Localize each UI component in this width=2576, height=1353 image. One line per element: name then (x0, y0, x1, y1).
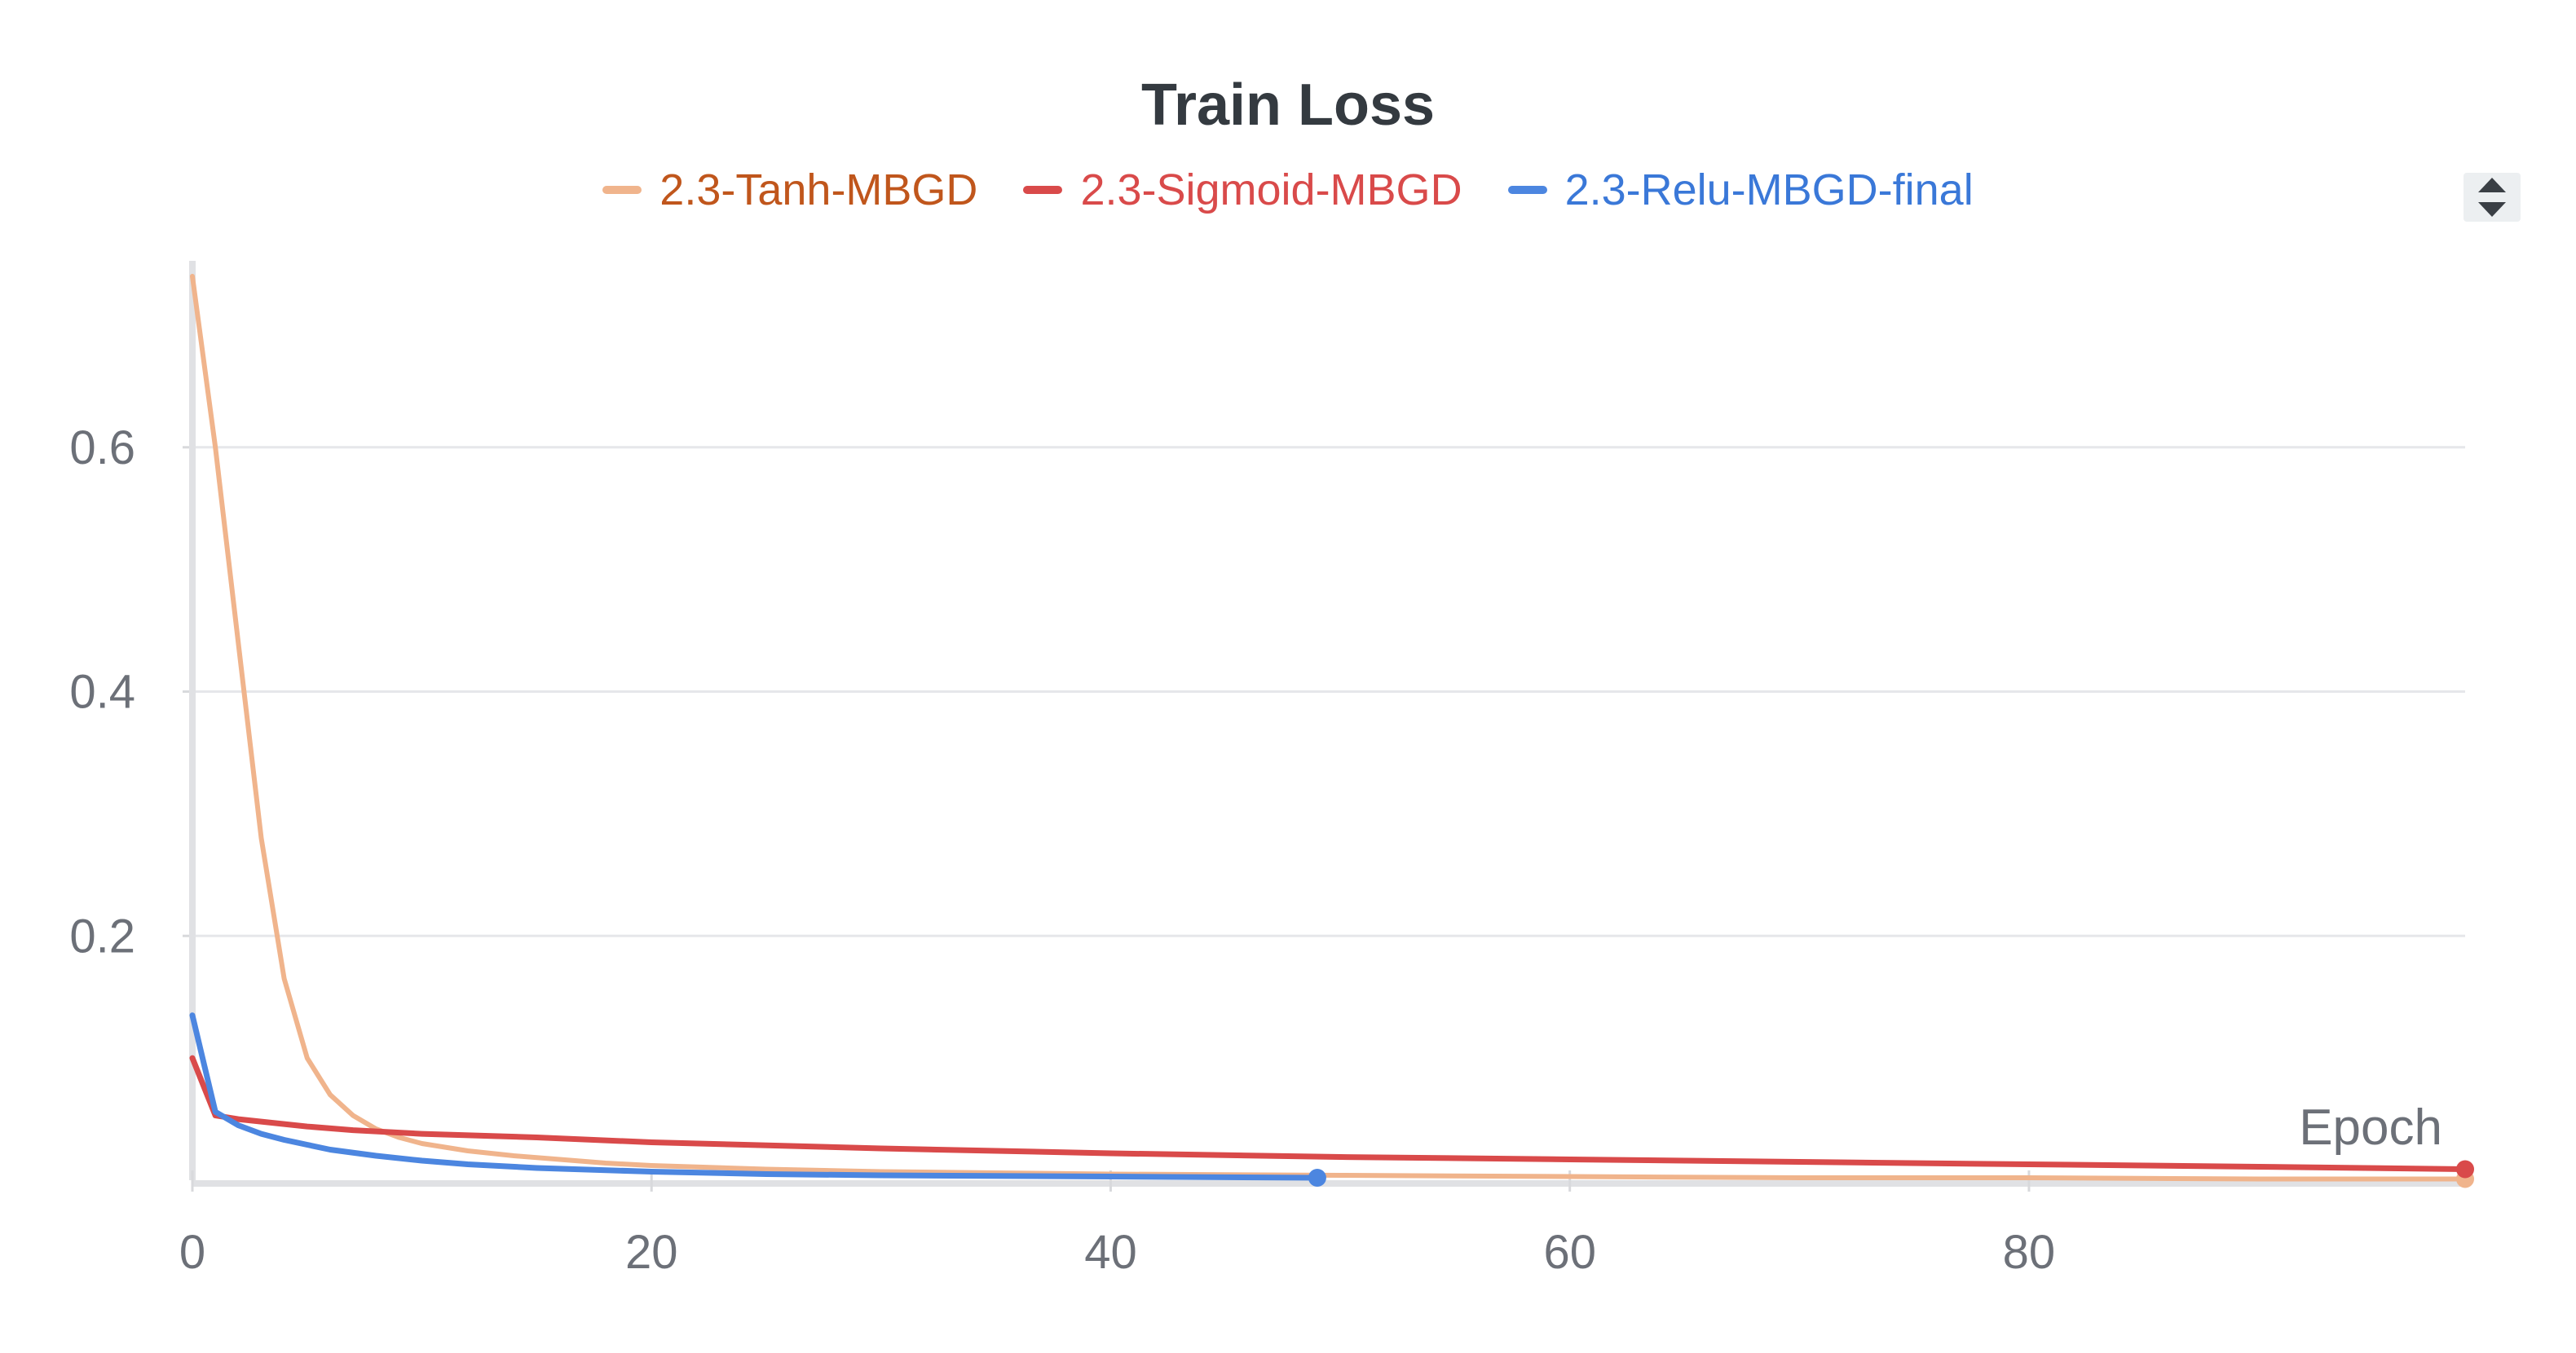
y-tick-label: 0.2 (69, 910, 135, 963)
chart-title: Train Loss (1140, 73, 1436, 138)
x-tick-label: 20 (625, 1226, 678, 1279)
y-tick-label: 0.4 (69, 666, 135, 719)
x-tick-label: 40 (1084, 1226, 1137, 1279)
series-endpoint-sigmoid (2456, 1160, 2474, 1179)
y-tick-label: 0.6 (69, 421, 135, 474)
legend-label-tanh: 2.3-Tanh-MBGD (659, 165, 978, 214)
x-tick-label: 60 (1543, 1226, 1596, 1279)
legend-item-sigmoid[interactable]: 2.3-Sigmoid-MBGD (1023, 165, 1462, 215)
legend-label-relu: 2.3-Relu-MBGD-final (1564, 165, 1974, 214)
series-line-sigmoid[interactable] (189, 1055, 2468, 1172)
legend-scroll-button[interactable] (2464, 173, 2521, 222)
series-line-relu[interactable] (189, 1012, 1321, 1181)
scroll-arrows-icon (2478, 178, 2506, 217)
chart-legend: 2.3-Tanh-MBGD 2.3-Sigmoid-MBGD 2.3-Relu-… (0, 165, 2576, 215)
legend-swatch-relu (1507, 186, 1547, 194)
legend-item-relu[interactable]: 2.3-Relu-MBGD-final (1507, 165, 1974, 215)
series-line-tanh[interactable] (190, 274, 2468, 1182)
legend-swatch-sigmoid (1023, 186, 1063, 194)
legend-label-sigmoid: 2.3-Sigmoid-MBGD (1080, 165, 1462, 214)
x-tick-label: 0 (179, 1226, 205, 1279)
legend-swatch-tanh (602, 186, 642, 194)
legend-item-tanh[interactable]: 2.3-Tanh-MBGD (602, 165, 977, 215)
x-tick-label: 80 (2003, 1226, 2056, 1279)
x-axis-title: Epoch (2299, 1100, 2442, 1156)
series-endpoint-relu (1308, 1169, 1326, 1188)
